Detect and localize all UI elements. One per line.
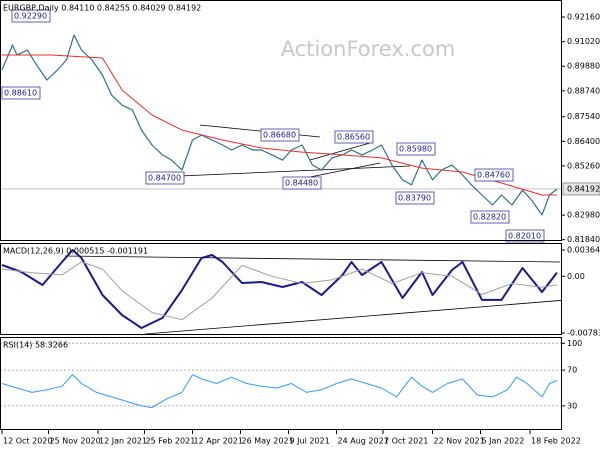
price-annotation-box [260,128,300,142]
y-tick-label: 100 [567,339,582,348]
x-tick-label: 25 Nov 2020 [50,437,101,446]
y-tick-label: 0.003641 [567,246,600,255]
y-tick-label: 0.00 [567,272,585,281]
x-tick-label: 26 May 2021 [242,437,294,446]
price-annotation: 0.86560 [337,133,370,142]
price-annotation: 0.84700 [148,174,181,183]
trendline [144,299,562,335]
price-annotation: 0.82010 [508,232,541,241]
panel-frame [0,0,562,241]
x-tick-label: 5 Jan 2022 [482,437,525,446]
y-tick-label: 0.89880 [567,62,600,71]
series-line [1,34,558,216]
price-annotation-box [470,210,510,224]
price-annotation-box [282,176,322,190]
y-tick-label: 0.82980 [567,211,600,220]
x-tick-label: 12 Apr 2021 [194,437,243,446]
x-tick-label: 7 Oct 2021 [384,437,428,446]
series-line [1,261,558,321]
series-line [2,54,557,196]
series-line [1,374,558,409]
y-tick-label: 30 [567,401,577,410]
panel-frame [0,243,562,335]
series-line [1,249,558,329]
price-annotation: 0.85980 [399,145,432,154]
price-annotation-box [505,229,545,243]
x-tick-label: 24 Aug 2021 [338,437,389,446]
price-annotation-box [395,191,435,205]
last-price-label: 0.84192 [567,184,600,193]
y-tick-label: 70 [567,366,577,375]
trendline [199,124,321,138]
y-tick-label: 0.86400 [567,137,600,146]
price-annotation: 0.84480 [285,179,318,188]
price-annotation-box [11,9,51,23]
x-tick-label: 9 Jul 2021 [290,437,330,446]
y-tick-label: 0.81840 [567,235,600,244]
price-annotation: 0.92290 [14,12,47,21]
price-annotation-box [396,142,436,156]
x-tick-label: 22 Nov 2021 [434,437,485,446]
y-tick-label: 0.88740 [567,86,600,95]
price-annotation: 0.83790 [398,194,431,203]
price-annotation-box [145,171,185,185]
x-tick-label: 12 Jan 2021 [99,437,147,446]
trendline [64,255,561,263]
x-tick-label: 18 Feb 2022 [531,437,581,446]
y-tick-label: 0.87540 [567,112,600,121]
trendline [179,165,411,177]
price-annotation: 0.88610 [4,89,37,98]
x-tick-label: 12 Oct 2020 [3,437,52,446]
panel-title: EURGBP,Daily 0.84110 0.84255 0.84029 0.8… [3,4,201,13]
panel-title: MACD(12,26,9) 0.000515 -0.001191 [3,247,148,256]
y-tick-label: 0.85260 [567,161,600,170]
panel-frame [0,337,562,430]
price-annotation: 0.82820 [473,213,506,222]
price-annotation: 0.86680 [263,131,296,140]
price-annotation-box [334,130,374,144]
trendline [309,142,371,161]
panel-title: RSI(14) 58.3266 [3,341,68,350]
y-tick-label: 0.92160 [567,13,600,22]
last-price-box [562,182,600,196]
watermark: ActionForex.com [281,37,456,61]
x-tick-label: 25 Feb 2021 [146,437,196,446]
price-annotation-box [474,168,514,182]
y-tick-label: -0.007839 [567,328,600,337]
price-annotation-box [1,86,41,100]
y-tick-label: 0.91020 [567,37,600,46]
price-annotation: 0.84760 [477,171,510,180]
